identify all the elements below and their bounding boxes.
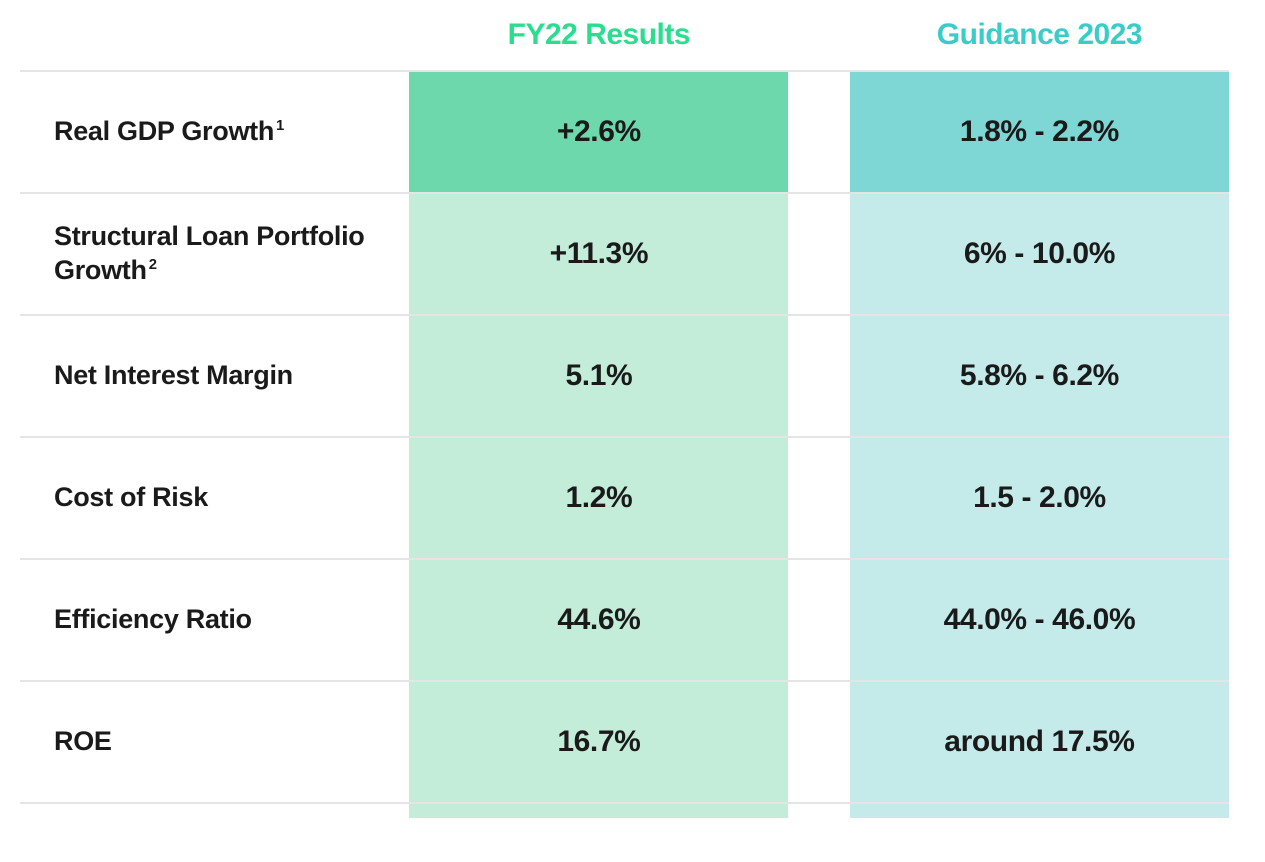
guidance-cell: 1.8% - 2.2%	[850, 71, 1229, 193]
metric-text: Net Interest Margin	[54, 360, 293, 390]
guidance-cell: 44.0% - 46.0%	[850, 559, 1229, 681]
metric-footnote: 1	[276, 118, 284, 134]
guidance-cell: 1.5 - 2.0%	[850, 437, 1229, 559]
metric-text: Structural Loan Portfolio Growth	[54, 221, 365, 285]
header-fy22: FY22 Results	[409, 18, 788, 71]
metric-label: Structural Loan Portfolio Growth2	[20, 193, 409, 315]
header-gap	[788, 18, 849, 71]
metric-label: Real GDP Growth1	[20, 71, 409, 193]
metric-text: Cost of Risk	[54, 482, 208, 512]
metric-label: Net Interest Margin	[20, 315, 409, 437]
column-tail	[20, 803, 1229, 818]
gap-cell	[788, 437, 849, 559]
table-row: Net Interest Margin 5.1% 5.8% - 6.2%	[20, 315, 1229, 437]
table-row: ROE 16.7% around 17.5%	[20, 681, 1229, 803]
guidance-tail	[850, 803, 1229, 818]
metric-text: Real GDP Growth	[54, 116, 274, 146]
header-guidance2023: Guidance 2023	[850, 18, 1229, 71]
table-container: FY22 Results Guidance 2023 Real GDP Grow…	[0, 0, 1265, 848]
metric-text: Efficiency Ratio	[54, 604, 252, 634]
guidance-table: FY22 Results Guidance 2023 Real GDP Grow…	[20, 18, 1229, 818]
guidance-cell: around 17.5%	[850, 681, 1229, 803]
guidance-cell: 6% - 10.0%	[850, 193, 1229, 315]
guidance-cell: 5.8% - 6.2%	[850, 315, 1229, 437]
table-row: Cost of Risk 1.2% 1.5 - 2.0%	[20, 437, 1229, 559]
metric-label: Efficiency Ratio	[20, 559, 409, 681]
fy22-cell: +2.6%	[409, 71, 788, 193]
table-body: Real GDP Growth1 +2.6% 1.8% - 2.2% Struc…	[20, 71, 1229, 818]
table-row: Structural Loan Portfolio Growth2 +11.3%…	[20, 193, 1229, 315]
table-header-row: FY22 Results Guidance 2023	[20, 18, 1229, 71]
fy22-cell: +11.3%	[409, 193, 788, 315]
metric-label: Cost of Risk	[20, 437, 409, 559]
table-row: Real GDP Growth1 +2.6% 1.8% - 2.2%	[20, 71, 1229, 193]
fy22-cell: 16.7%	[409, 681, 788, 803]
fy22-tail	[409, 803, 788, 818]
header-empty	[20, 18, 409, 71]
gap-cell	[788, 315, 849, 437]
gap-cell	[788, 71, 849, 193]
metric-footnote: 2	[149, 257, 157, 273]
metric-text: ROE	[54, 726, 112, 756]
gap-cell	[788, 681, 849, 803]
fy22-cell: 5.1%	[409, 315, 788, 437]
fy22-cell: 44.6%	[409, 559, 788, 681]
fy22-cell: 1.2%	[409, 437, 788, 559]
table-row: Efficiency Ratio 44.6% 44.0% - 46.0%	[20, 559, 1229, 681]
gap-cell	[788, 193, 849, 315]
gap-cell	[788, 559, 849, 681]
metric-label: ROE	[20, 681, 409, 803]
